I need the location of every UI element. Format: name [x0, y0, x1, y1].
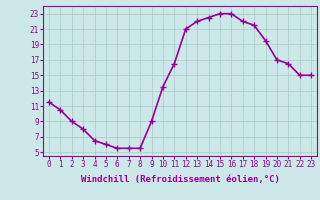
X-axis label: Windchill (Refroidissement éolien,°C): Windchill (Refroidissement éolien,°C): [81, 175, 279, 184]
